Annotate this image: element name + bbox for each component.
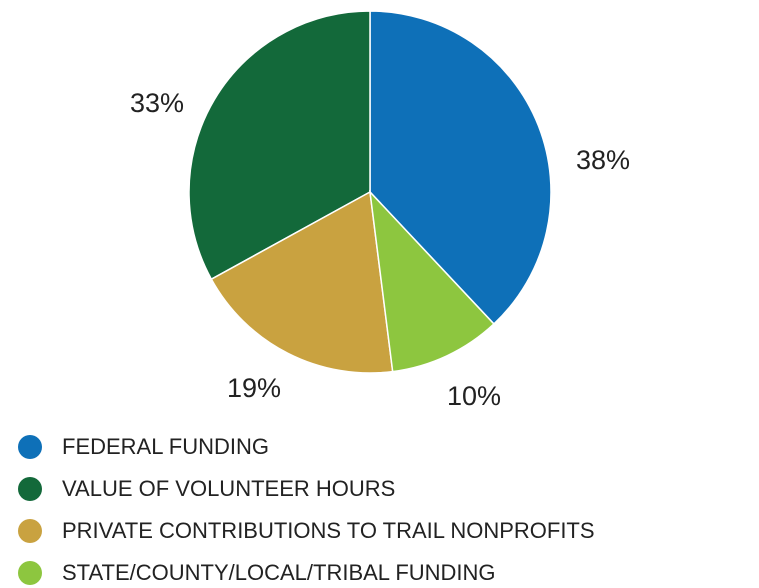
data-label: 38% [576,145,630,175]
data-label: 33% [130,88,184,118]
legend-swatch [18,477,42,501]
pie-slice [210,190,394,374]
data-label: 10% [447,381,501,411]
legend-label: FEDERAL FUNDING [62,434,269,459]
legend-swatch [18,519,42,543]
pie-slice [368,189,495,373]
legend-label: STATE/COUNTY/LOCAL/TRIBAL FUNDING [62,560,496,585]
data-label: 19% [227,373,281,403]
pie-slice [369,10,552,326]
legend-swatch [18,561,42,585]
legend-label: PRIVATE CONTRIBUTIONS TO TRAIL NONPROFIT… [62,518,595,543]
legend-label: VALUE OF VOLUNTEER HOURS [62,476,395,501]
pie-slice [188,10,371,281]
legend-swatch [18,435,42,459]
